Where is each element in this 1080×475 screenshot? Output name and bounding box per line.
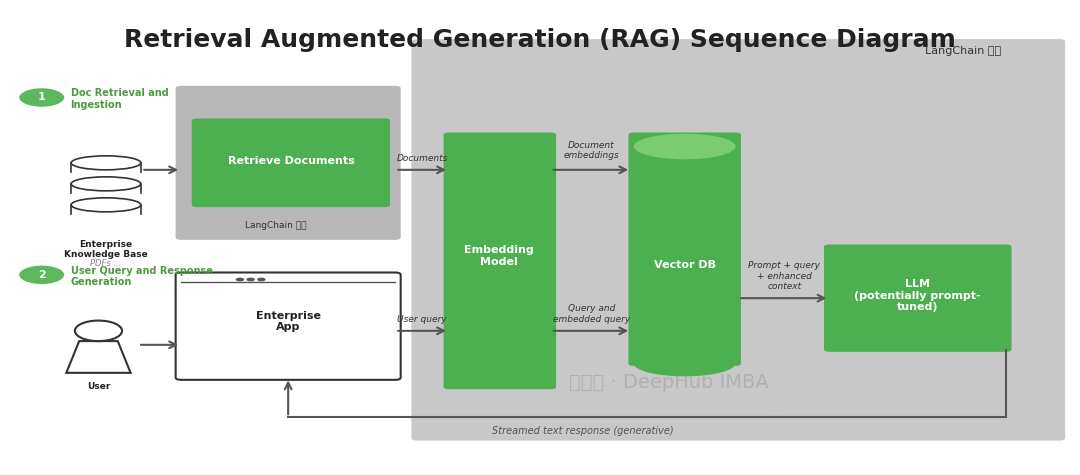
Text: PDFs ...: PDFs ... xyxy=(91,258,122,267)
Text: User: User xyxy=(86,382,110,391)
Circle shape xyxy=(18,265,65,285)
Text: Query and
embedded query: Query and embedded query xyxy=(553,304,630,324)
Circle shape xyxy=(18,87,65,108)
Text: Enterprise
App: Enterprise App xyxy=(256,311,321,332)
Ellipse shape xyxy=(634,351,735,376)
FancyBboxPatch shape xyxy=(824,245,1012,352)
FancyBboxPatch shape xyxy=(629,133,741,366)
Text: Prompt + query
+ enhanced
context: Prompt + query + enhanced context xyxy=(748,261,821,291)
Ellipse shape xyxy=(634,133,735,159)
Text: 1: 1 xyxy=(38,93,45,103)
FancyBboxPatch shape xyxy=(176,273,401,380)
Text: Enterprise
Knowledge Base: Enterprise Knowledge Base xyxy=(64,240,148,259)
Text: Documents: Documents xyxy=(396,154,448,163)
Text: LangChain 🦜🔗: LangChain 🦜🔗 xyxy=(926,46,1001,56)
Text: Retrieval Augmented Generation (RAG) Sequence Diagram: Retrieval Augmented Generation (RAG) Seq… xyxy=(124,28,956,51)
FancyBboxPatch shape xyxy=(444,133,556,389)
Circle shape xyxy=(246,277,255,281)
Text: User Query and Response
Generation: User Query and Response Generation xyxy=(70,266,213,287)
Text: Document
embeddings: Document embeddings xyxy=(564,141,619,161)
Text: Retrieve Documents: Retrieve Documents xyxy=(228,155,354,165)
Text: Streamed text response (generative): Streamed text response (generative) xyxy=(492,427,674,437)
Text: Vector DB: Vector DB xyxy=(653,260,716,270)
FancyBboxPatch shape xyxy=(411,39,1065,440)
Circle shape xyxy=(257,277,266,281)
Text: Embedding
Model: Embedding Model xyxy=(464,246,535,267)
Text: LLM
(potentially prompt-
tuned): LLM (potentially prompt- tuned) xyxy=(854,279,981,313)
Text: LangChain 🦜🔗: LangChain 🦜🔗 xyxy=(245,221,307,230)
Text: Doc Retrieval and
Ingestion: Doc Retrieval and Ingestion xyxy=(70,88,168,110)
Text: 公众号 · DeepHub IMBA: 公众号 · DeepHub IMBA xyxy=(569,373,769,392)
FancyBboxPatch shape xyxy=(176,86,401,240)
Text: 2: 2 xyxy=(38,270,45,280)
Circle shape xyxy=(235,277,244,281)
Text: User query: User query xyxy=(397,315,447,324)
FancyBboxPatch shape xyxy=(192,118,390,207)
